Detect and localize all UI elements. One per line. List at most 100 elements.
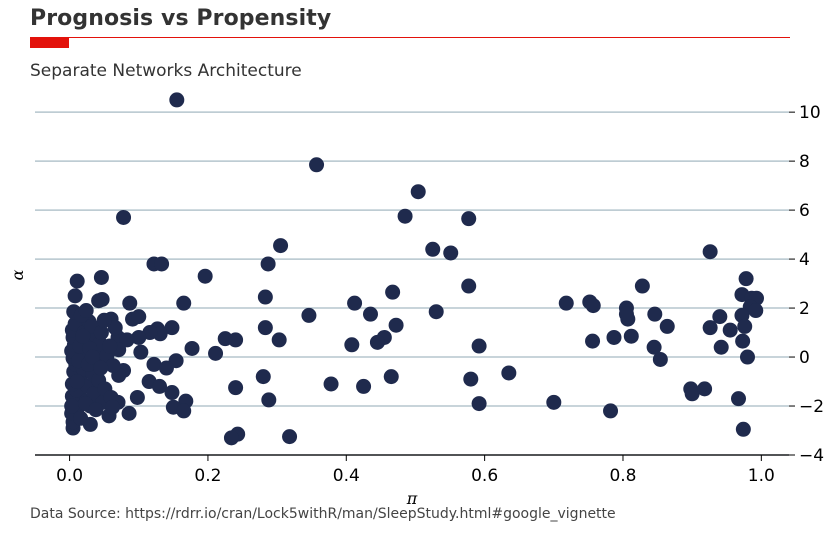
scatter-point (739, 349, 755, 365)
scatter-point (176, 403, 192, 419)
scatter-point (356, 378, 372, 394)
y-tick-label: 4 (799, 250, 810, 270)
x-tick-label: 0.6 (471, 466, 498, 486)
scatter-point (546, 394, 562, 410)
scatter-point (131, 309, 147, 325)
scatter-point (646, 339, 662, 355)
scatter-point (122, 295, 138, 311)
scatter-point (383, 369, 399, 385)
scatter-point (347, 295, 363, 311)
scatter-point (385, 284, 401, 300)
scatter-point (585, 298, 601, 314)
scatter-point (461, 278, 477, 294)
scatter-point (69, 273, 85, 289)
scatter-point (634, 278, 650, 294)
scatter-point (712, 309, 728, 325)
scatter-point (255, 369, 271, 385)
scatter-point (738, 271, 754, 287)
scatter-point (261, 392, 277, 408)
scatter-point (735, 333, 751, 349)
scatter-point (623, 328, 639, 344)
x-tick-label: 0.8 (609, 466, 636, 486)
scatter-point (501, 365, 517, 381)
scatter-point (257, 320, 273, 336)
scatter-point (323, 376, 339, 392)
y-tick-label: −4 (799, 446, 824, 466)
scatter-point (362, 306, 378, 322)
scatter-point (618, 306, 634, 322)
x-tick-label: 0.4 (333, 466, 360, 486)
scatter-point (208, 345, 224, 361)
scatter-point (131, 329, 147, 345)
x-tick-label: 0.0 (56, 466, 83, 486)
scatter-point (69, 374, 85, 390)
scatter-point (105, 358, 121, 374)
scatter-point (228, 380, 244, 396)
scatter-point (102, 338, 118, 354)
scatter-point (228, 332, 244, 348)
scatter-point (388, 317, 404, 333)
scatter-point (75, 328, 91, 344)
scatter-point (73, 410, 89, 426)
scatter-point (67, 288, 83, 304)
chart-subtitle: Separate Networks Architecture (30, 61, 302, 81)
scatter-point (443, 245, 459, 261)
scatter-point (425, 241, 441, 257)
scatter-point (647, 306, 663, 322)
y-tick-label: −2 (799, 397, 824, 417)
scatter-point (116, 209, 132, 225)
x-tick-label: 0.2 (194, 466, 221, 486)
x-axis-label: π (406, 489, 418, 508)
scatter-point (652, 351, 668, 367)
scatter-point (722, 322, 738, 338)
scatter-point (104, 399, 120, 415)
scatter-point (93, 325, 109, 341)
scatter-point (344, 337, 360, 353)
scatter-point (282, 429, 298, 445)
scatter-point (731, 391, 747, 407)
y-axis-label: α (8, 269, 27, 280)
y-tick-label: 2 (799, 299, 810, 319)
y-tick-label: 10 (799, 103, 821, 123)
scatter-point (96, 312, 112, 328)
scatter-point (463, 371, 479, 387)
scatter-point (257, 289, 273, 305)
scatter-point (428, 304, 444, 320)
scatter-point (471, 396, 487, 412)
title-accent-bar (30, 38, 69, 48)
scatter-point (410, 184, 426, 200)
scatter-point (585, 333, 601, 349)
scatter-point (271, 332, 287, 348)
tick-labels: −4 −2 0 2 4 6 8 10 0.0 0.2 0.4 0.6 0.8 1.0 (56, 103, 824, 486)
scatter-point (606, 329, 622, 345)
scatter-point (697, 381, 713, 397)
scatter-point (735, 421, 751, 437)
scatter-point (184, 340, 200, 356)
scatter-point (702, 244, 718, 260)
scatter-point (471, 338, 487, 354)
scatter-point (397, 208, 413, 224)
scatter-point (129, 389, 145, 405)
scatter-point (107, 320, 123, 336)
scatter-point (558, 295, 574, 311)
scatter-point (146, 356, 162, 372)
scatter-point (84, 349, 100, 365)
scatter-point (158, 360, 174, 376)
scatter-point (93, 360, 109, 376)
y-tick-label: 8 (799, 152, 810, 172)
scatter-point (169, 92, 185, 108)
data-points (64, 92, 764, 446)
scatter-point (603, 403, 619, 419)
scatter-point (713, 339, 729, 355)
scatter-point (154, 256, 170, 272)
scatter-point (260, 256, 276, 272)
scatter-point (94, 291, 110, 307)
scatter-point (748, 303, 764, 319)
scatter-point (119, 332, 135, 348)
chart-title: Prognosis vs Propensity (30, 6, 332, 31)
scatter-point (301, 307, 317, 323)
scatter-point (121, 405, 137, 421)
scatter-point (223, 430, 239, 446)
data-source-note: Data Source: https://rdrr.io/cran/Lock5w… (30, 506, 616, 522)
